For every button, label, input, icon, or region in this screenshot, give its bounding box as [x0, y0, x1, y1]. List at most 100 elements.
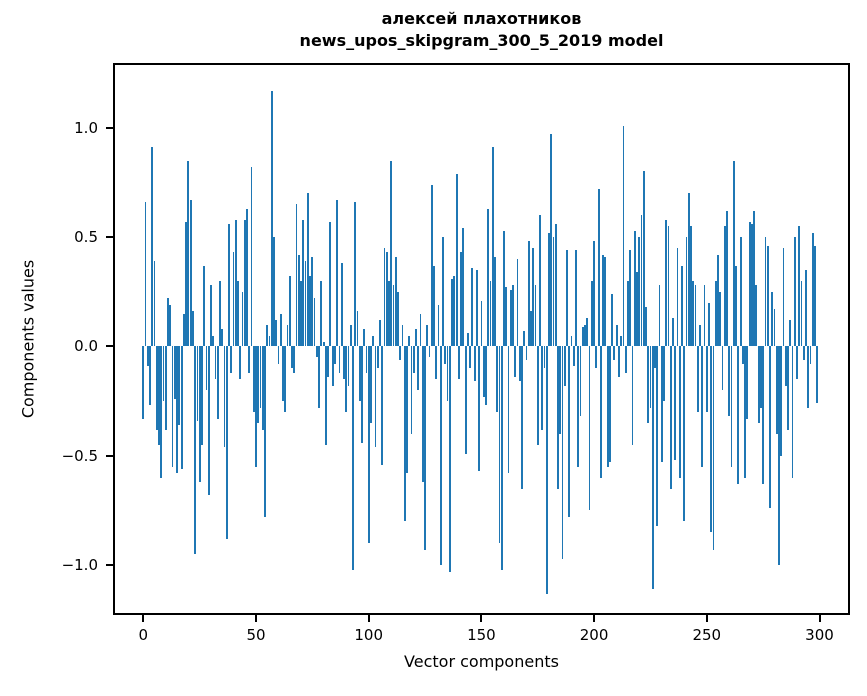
- bar: [457, 346, 460, 380]
- bar: [620, 335, 623, 347]
- bar: [255, 346, 257, 467]
- bar: [660, 346, 663, 463]
- bar: [340, 263, 343, 347]
- bar: [379, 320, 381, 347]
- bar: [295, 204, 298, 347]
- bar: [654, 346, 656, 369]
- bar: [241, 291, 244, 347]
- bar: [656, 346, 659, 526]
- bar: [230, 346, 233, 373]
- bar: [748, 221, 751, 347]
- bar: [415, 328, 417, 347]
- y-tick-mark: [106, 454, 113, 457]
- bar: [313, 298, 316, 347]
- bar: [705, 346, 708, 413]
- bar: [196, 346, 199, 421]
- bar: [225, 346, 228, 539]
- bar: [214, 346, 217, 380]
- bar: [737, 346, 740, 485]
- bar: [329, 221, 332, 347]
- bar: [277, 346, 280, 364]
- bar: [430, 184, 433, 347]
- bar: [599, 346, 602, 478]
- bar: [642, 171, 645, 347]
- bar: [557, 346, 559, 489]
- bar: [523, 331, 526, 347]
- bar: [554, 223, 557, 347]
- bar: [611, 293, 614, 347]
- bar: [566, 250, 568, 347]
- bar: [162, 346, 165, 402]
- bar: [694, 285, 697, 347]
- bar: [333, 346, 336, 364]
- bar: [651, 346, 654, 590]
- bar: [421, 346, 424, 483]
- bar: [212, 335, 215, 347]
- bar: [561, 346, 564, 559]
- bar: [552, 237, 555, 347]
- bar: [712, 346, 715, 550]
- bar: [579, 346, 582, 417]
- bar: [809, 346, 812, 364]
- bar: [597, 188, 600, 347]
- bar: [814, 245, 816, 347]
- bar: [356, 311, 359, 347]
- x-tick-mark: [593, 615, 596, 622]
- bar: [187, 160, 190, 347]
- bar: [487, 208, 490, 347]
- bar: [336, 199, 339, 347]
- y-tick-label: 0.5: [74, 228, 98, 247]
- bar: [532, 248, 535, 347]
- y-tick-mark: [106, 345, 113, 348]
- bar: [521, 346, 523, 489]
- bar: [811, 232, 814, 347]
- bar: [491, 147, 494, 347]
- y-axis-label: Components values: [18, 259, 38, 419]
- y-tick-label: −1.0: [61, 556, 98, 575]
- bar: [460, 252, 462, 347]
- bar: [176, 346, 178, 474]
- bar: [690, 226, 692, 347]
- bar: [381, 346, 384, 465]
- bar: [475, 269, 478, 347]
- bar: [331, 346, 334, 386]
- bar: [667, 226, 670, 347]
- bar: [464, 346, 467, 454]
- bar: [507, 346, 510, 474]
- x-tick-mark: [142, 615, 145, 622]
- bar: [796, 346, 798, 380]
- bar: [153, 261, 156, 347]
- bar: [676, 248, 679, 347]
- bar: [232, 252, 235, 347]
- bar: [593, 241, 595, 347]
- bar: [257, 346, 260, 423]
- bar: [327, 346, 330, 378]
- bar: [424, 346, 426, 550]
- bar: [741, 346, 744, 364]
- bar: [347, 346, 350, 386]
- bar: [394, 256, 397, 347]
- bar: [782, 248, 785, 347]
- bar: [419, 313, 422, 347]
- bar: [239, 346, 242, 380]
- bar: [383, 248, 386, 347]
- bar: [708, 302, 710, 347]
- bar: [800, 280, 803, 347]
- bar: [685, 237, 688, 347]
- bar: [471, 267, 474, 347]
- bar: [807, 346, 810, 408]
- bar: [367, 346, 370, 544]
- bar: [773, 309, 776, 347]
- bar: [696, 346, 699, 413]
- bar: [730, 346, 733, 467]
- bar: [780, 346, 783, 456]
- bar: [543, 346, 546, 369]
- bar: [568, 346, 571, 518]
- bar: [228, 223, 230, 347]
- bar: [762, 346, 765, 485]
- bar: [437, 304, 440, 347]
- bar: [728, 346, 731, 417]
- chart-title-line2: news_upos_skipgram_300_5_2019 model: [299, 31, 664, 50]
- y-tick-label: 1.0: [74, 118, 98, 137]
